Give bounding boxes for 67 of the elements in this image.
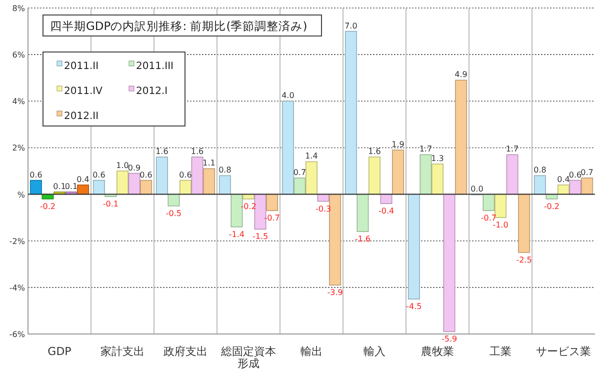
data-label: -0.7 bbox=[264, 214, 280, 223]
data-label: 0.7 bbox=[580, 168, 594, 177]
y-tick-label: -2% bbox=[9, 236, 26, 246]
data-label: 0.6 bbox=[568, 170, 582, 180]
data-label: -1.6 bbox=[354, 234, 371, 244]
data-label: 0.6 bbox=[140, 170, 152, 180]
data-label: 1.3 bbox=[431, 154, 444, 164]
data-label: 0.8 bbox=[534, 166, 546, 175]
data-label: -1.5 bbox=[252, 232, 268, 242]
x-tick-label: 輸入 bbox=[364, 345, 386, 358]
x-tick-label: 家計支出 bbox=[100, 345, 144, 358]
data-label: 0.6 bbox=[30, 170, 42, 180]
y-tick-label: -4% bbox=[9, 283, 26, 292]
data-label: -0.7 bbox=[480, 214, 497, 223]
data-label: 0.7 bbox=[293, 168, 306, 177]
legend-label: 2011.IV bbox=[64, 86, 103, 97]
data-label: -2.5 bbox=[516, 256, 532, 264]
y-tick-label: 2% bbox=[12, 144, 26, 153]
legend-label: 2012.I bbox=[136, 86, 168, 97]
data-label: 1.0 bbox=[116, 161, 129, 170]
y-tick-label: 6% bbox=[12, 50, 26, 60]
legend-label: 2011.III bbox=[136, 61, 174, 72]
data-label: 1.1 bbox=[202, 158, 216, 168]
data-label: 1.6 bbox=[368, 147, 381, 156]
data-label: 0.4 bbox=[557, 174, 570, 184]
data-label: 1.9 bbox=[392, 140, 404, 150]
data-label: 4.9 bbox=[454, 70, 468, 80]
data-label: -3.9 bbox=[327, 288, 343, 298]
y-tick-label: 8% bbox=[12, 4, 26, 13]
y-tick-label: % bbox=[17, 190, 26, 200]
data-label: -4.5 bbox=[406, 302, 422, 312]
x-tick-label: 政府支出 bbox=[164, 345, 208, 358]
data-label: 1.4 bbox=[305, 152, 318, 161]
data-label: 0.8 bbox=[218, 166, 232, 175]
x-tick-label: サービス業 bbox=[536, 345, 591, 358]
x-tick-label: GDP bbox=[48, 345, 72, 358]
data-label: -0.2 bbox=[240, 202, 256, 211]
data-label: 4.0 bbox=[282, 91, 294, 100]
x-tick-label: 工業 bbox=[490, 345, 512, 358]
data-label: -0.5 bbox=[166, 208, 182, 218]
y-tick-label: -6% bbox=[9, 330, 26, 339]
x-tick-label: 総固定資本形成 bbox=[220, 345, 276, 370]
legend-label: 2011.II bbox=[64, 61, 99, 72]
data-label: -0.4 bbox=[378, 206, 394, 216]
data-label: -1.4 bbox=[228, 230, 245, 239]
data-label: 1.6 bbox=[190, 147, 204, 156]
data-label: 0.6 bbox=[179, 170, 192, 180]
x-tick-label: 輸出 bbox=[300, 345, 322, 358]
data-label: -1.0 bbox=[492, 220, 508, 230]
data-label: -5.9 bbox=[441, 334, 458, 344]
legend-label: 2012.II bbox=[64, 111, 99, 122]
data-label: -0.2 bbox=[40, 202, 56, 211]
data-label: 1.6 bbox=[156, 147, 168, 156]
data-label: 0.1 bbox=[64, 182, 78, 191]
text: 四半期GDPの内訳別推移: 前期比(季節調整済み) bbox=[50, 19, 308, 33]
x-tick-label: 農牧業 bbox=[421, 345, 454, 358]
data-label: 7.0 bbox=[344, 21, 358, 30]
data-label: 0.6 bbox=[92, 170, 106, 180]
data-label: 0.4 bbox=[76, 174, 90, 184]
data-label: 0.1 bbox=[53, 182, 66, 191]
data-label: 1.7 bbox=[419, 144, 432, 154]
data-label: 1.7 bbox=[506, 144, 519, 154]
data-label: 0.0 bbox=[470, 184, 484, 194]
data-label: -0.2 bbox=[544, 202, 560, 211]
data-label: 0.9 bbox=[128, 163, 141, 172]
y-tick-label: 4% bbox=[12, 97, 26, 106]
data-label: -0.1 bbox=[102, 200, 119, 209]
